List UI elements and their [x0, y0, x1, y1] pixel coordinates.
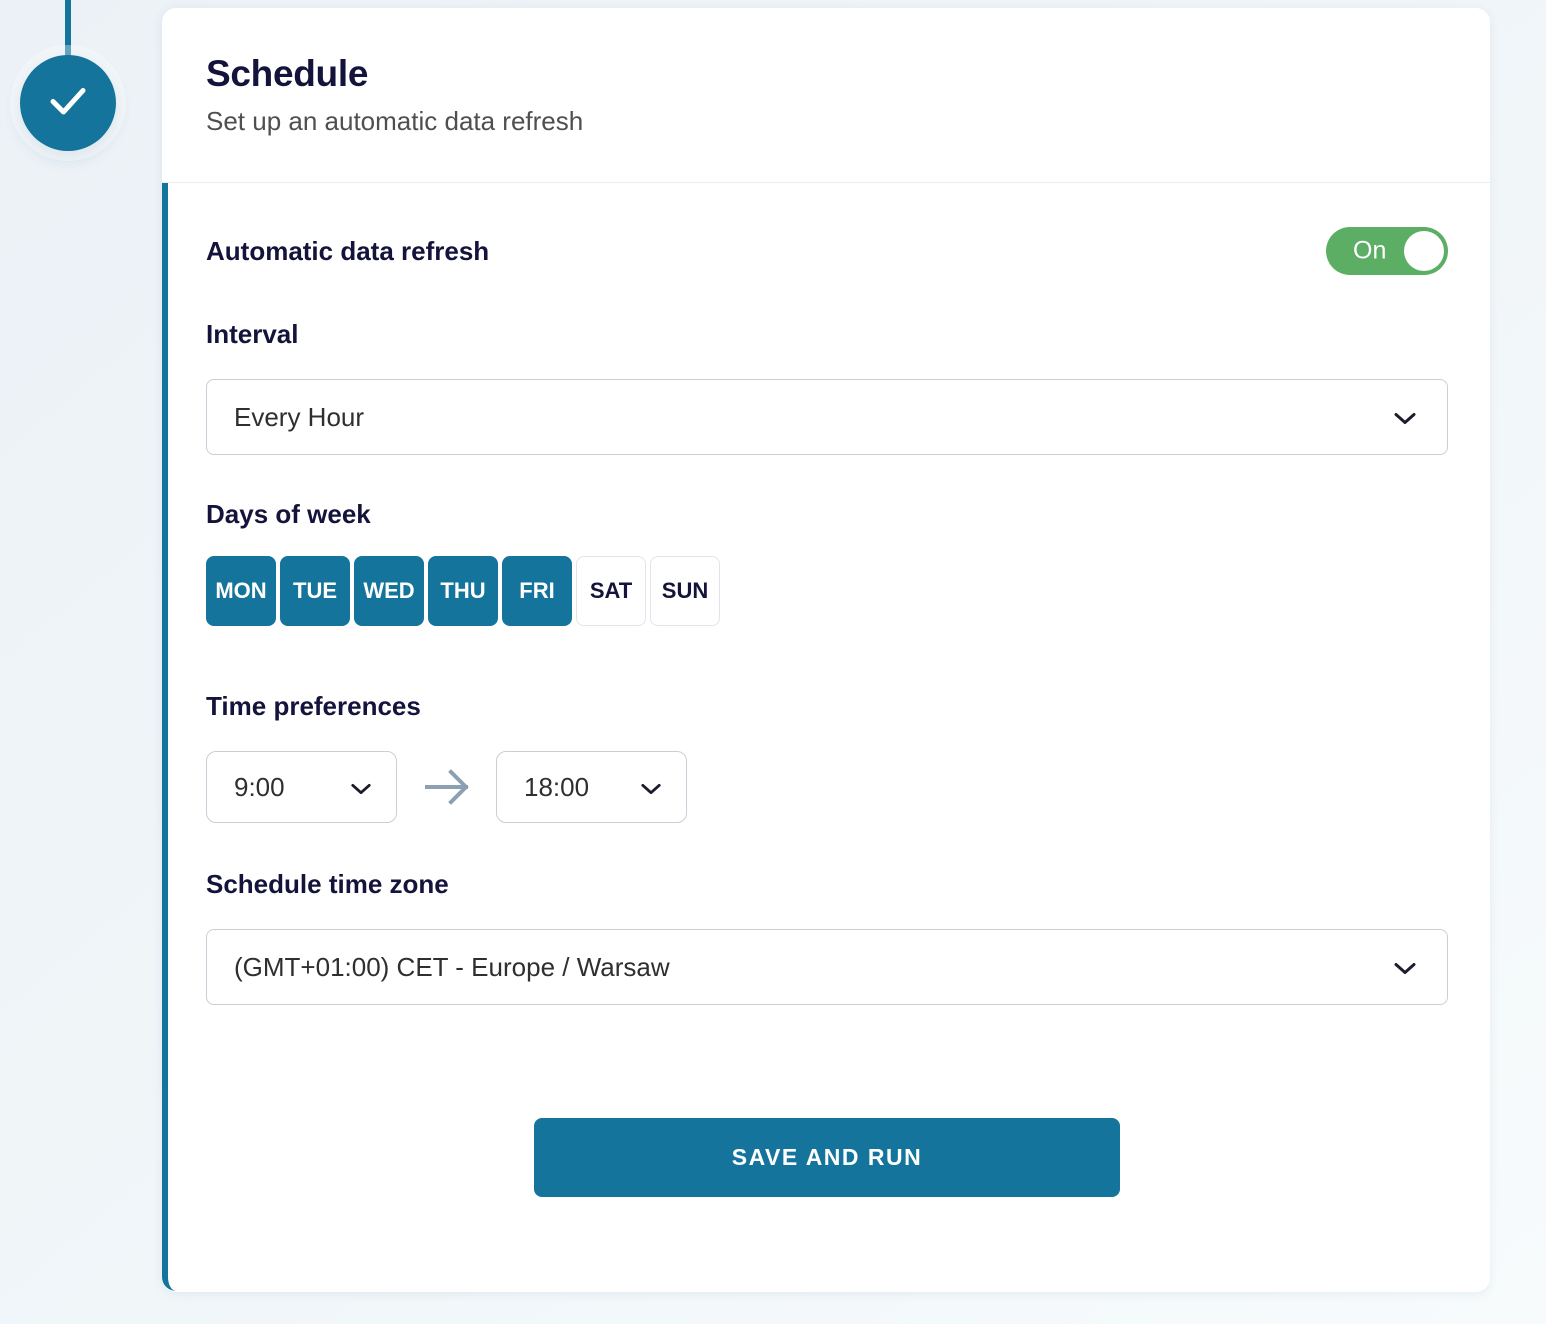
time-preferences-row: 9:00 18:00 — [206, 751, 1448, 823]
timezone-select-value: (GMT+01:00) CET - Europe / Warsaw — [234, 951, 670, 982]
toggle-state-label: On — [1353, 236, 1387, 265]
time-preferences-label: Time preferences — [206, 691, 421, 721]
stepper-step-completed[interactable] — [20, 55, 116, 151]
day-button-thu[interactable]: THU — [428, 556, 498, 626]
days-of-week-label: Days of week — [206, 499, 371, 529]
days-of-week-group: MON TUE WED THU FRI SAT SUN — [206, 556, 1448, 626]
toggle-knob — [1404, 231, 1444, 271]
auto-refresh-row: Automatic data refresh On — [206, 227, 1448, 275]
time-to-select[interactable]: 18:00 — [496, 751, 687, 823]
auto-refresh-toggle[interactable]: On — [1326, 227, 1448, 275]
chevron-down-icon — [1393, 402, 1417, 433]
time-to-value: 18:00 — [524, 771, 590, 802]
arrow-right-icon — [425, 767, 471, 807]
timezone-label: Schedule time zone — [206, 869, 449, 899]
auto-refresh-label: Automatic data refresh — [206, 236, 490, 266]
chevron-down-icon — [640, 772, 662, 803]
page-title: Schedule — [206, 53, 369, 94]
interval-select-value: Every Hour — [234, 401, 365, 432]
day-button-wed[interactable]: WED — [354, 556, 424, 626]
stepper-connector-line — [65, 0, 71, 57]
save-and-run-button[interactable]: SAVE AND RUN — [534, 1118, 1120, 1197]
schedule-card-header: Schedule Set up an automatic data refres… — [162, 8, 1490, 183]
chevron-down-icon — [1393, 952, 1417, 983]
check-icon — [47, 84, 89, 123]
interval-label: Interval — [206, 319, 299, 349]
day-button-sat[interactable]: SAT — [576, 556, 646, 626]
schedule-card: Schedule Set up an automatic data refres… — [162, 8, 1490, 1292]
day-button-sun[interactable]: SUN — [650, 556, 720, 626]
schedule-card-body: Automatic data refresh On Interval Every… — [162, 183, 1490, 1291]
time-from-select[interactable]: 9:00 — [206, 751, 397, 823]
day-button-mon[interactable]: MON — [206, 556, 276, 626]
timezone-select[interactable]: (GMT+01:00) CET - Europe / Warsaw — [206, 929, 1448, 1005]
day-button-fri[interactable]: FRI — [502, 556, 572, 626]
interval-select[interactable]: Every Hour — [206, 379, 1448, 455]
chevron-down-icon — [350, 772, 372, 803]
day-button-tue[interactable]: TUE — [280, 556, 350, 626]
time-from-value: 9:00 — [234, 771, 285, 802]
page-subtitle: Set up an automatic data refresh — [206, 106, 584, 136]
